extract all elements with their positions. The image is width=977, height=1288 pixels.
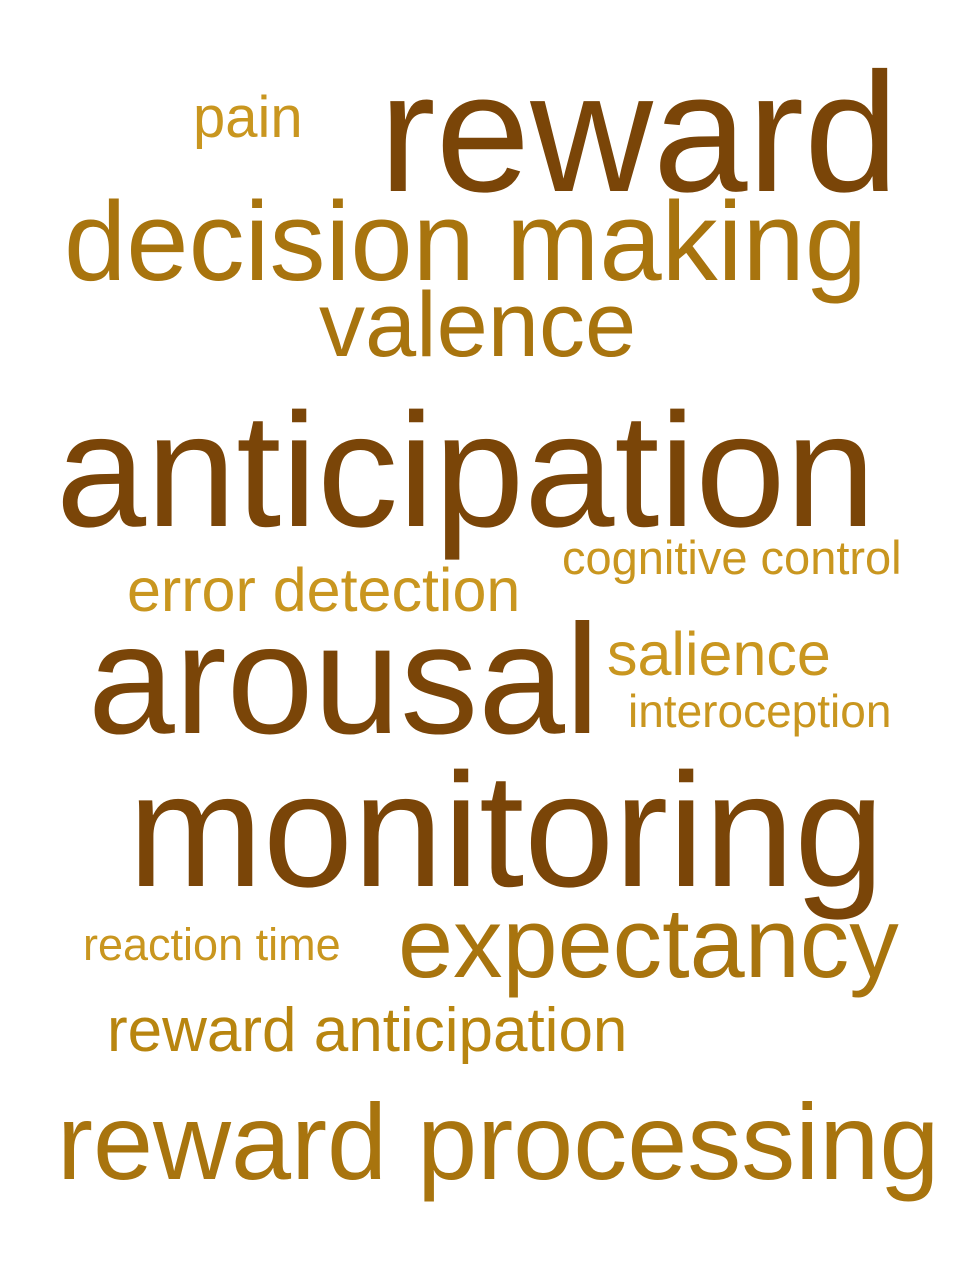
word-interoception: interoception <box>628 685 892 737</box>
word-pain: pain <box>193 85 303 150</box>
word-decision-making: decision making <box>64 179 868 304</box>
word-reaction-time: reaction time <box>83 919 341 970</box>
word-error-detection: error detection <box>127 556 521 624</box>
word-arousal: arousal <box>88 593 600 767</box>
word-monitoring: monitoring <box>128 740 885 921</box>
word-cognitive-control: cognitive control <box>562 531 902 584</box>
word-valence: valence <box>319 274 637 376</box>
word-reward-anticipation: reward anticipation <box>107 996 628 1065</box>
word-anticipation: anticipation <box>56 380 876 561</box>
word-expectancy: expectancy <box>398 887 899 998</box>
word-reward: reward <box>379 38 899 228</box>
word-salience: salience <box>607 620 831 688</box>
word-reward-processing: reward processing <box>57 1081 940 1202</box>
